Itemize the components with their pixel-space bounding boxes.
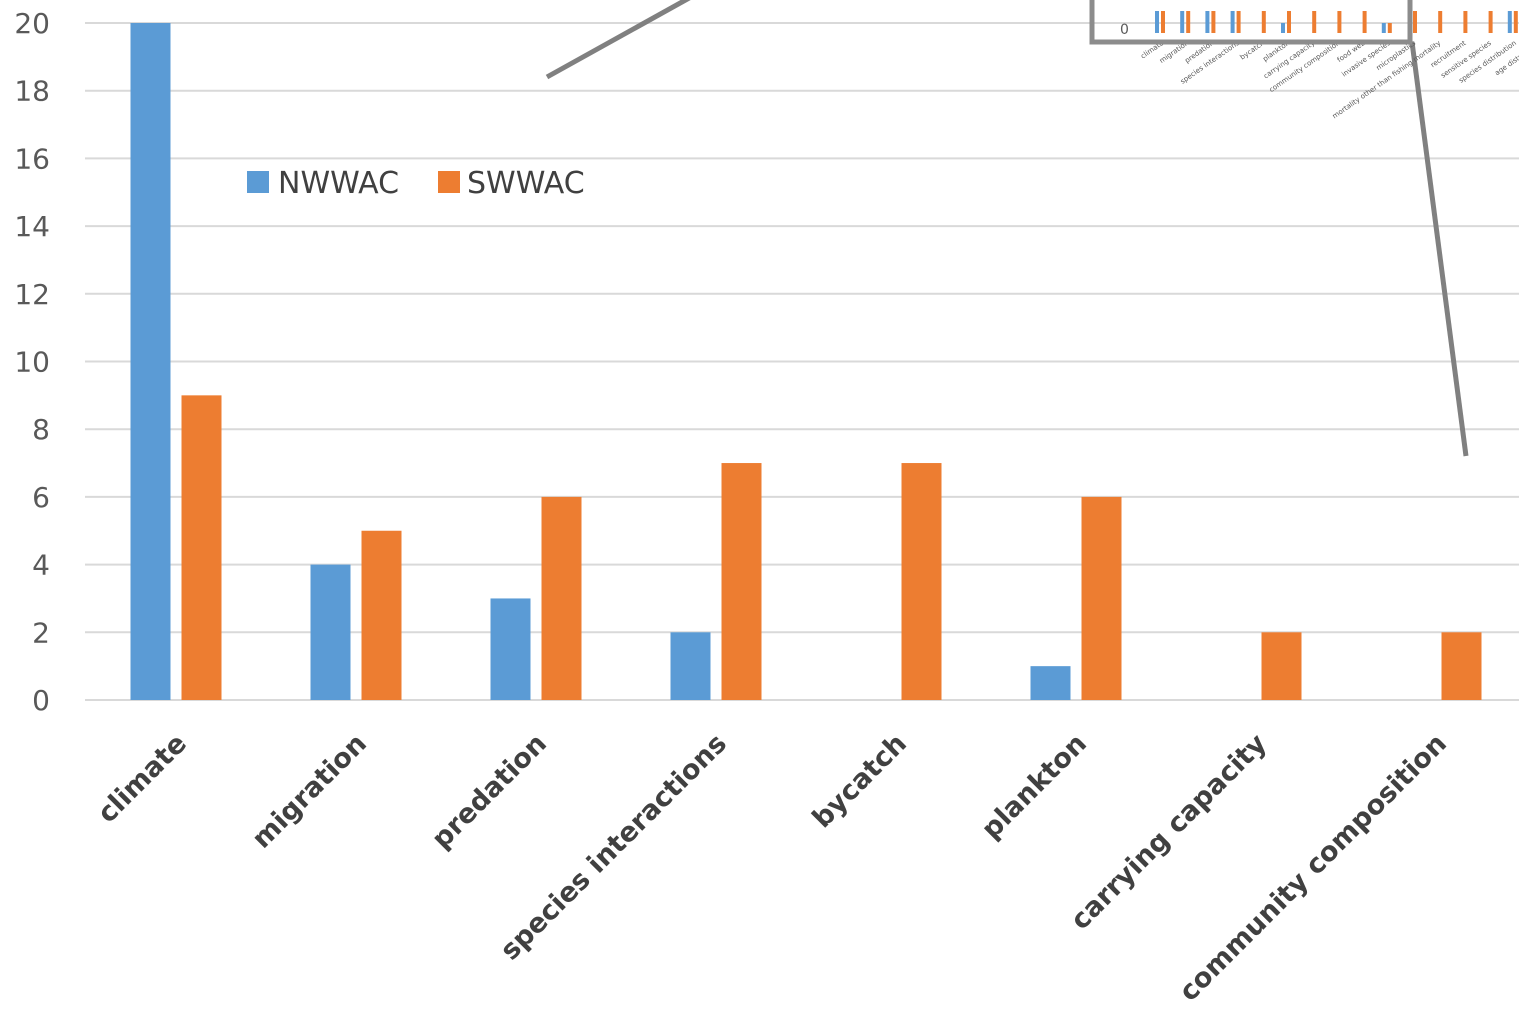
legend-label-swwac: SWWAC (467, 166, 585, 201)
inset-bar-nwwac (1180, 11, 1185, 33)
inset-bar-nwwac (1155, 11, 1159, 33)
x-tick-label-carrying-capacity: carrying capacity (1065, 728, 1273, 936)
y-tick-label-16: 16 (14, 142, 50, 175)
inset-highlight-frame (1089, 0, 1413, 45)
connector-line-right (1409, 41, 1469, 457)
y-axis-tick-labels: 0 2 4 6 8 10 12 14 16 18 20 (14, 7, 50, 717)
bar-swwac-predation (541, 496, 582, 700)
bar-swwac-bycatch (901, 463, 942, 700)
inset-bar-swwac (1161, 11, 1165, 33)
x-tick-label-migration: migration (246, 728, 373, 855)
inset-bar-swwac (1261, 11, 1266, 33)
legend-label-nwwac: NWWAC (278, 166, 399, 201)
inset-bar-swwac (1287, 11, 1291, 33)
y-tick-label-10: 10 (14, 346, 50, 379)
inset-bar-swwac (1488, 11, 1493, 33)
bar-swwac-climate (181, 395, 222, 700)
bar-swwac-migration (361, 530, 402, 700)
bar-swwac-plankton (1081, 496, 1122, 700)
inset-zero-label: 0 (1120, 22, 1129, 38)
y-tick-label-20: 20 (14, 7, 50, 40)
bar-nwwac-species-interactions (670, 632, 711, 700)
inset-bar-swwac (1312, 11, 1317, 33)
bars (130, 23, 1482, 700)
y-tick-label-6: 6 (32, 481, 50, 514)
inset-bar-swwac (1463, 11, 1468, 33)
zoom-connector-lines (545, 0, 1469, 457)
inset-bar-swwac (1387, 23, 1392, 33)
inset-bar-swwac (1362, 11, 1367, 33)
bar-nwwac-migration (310, 564, 351, 700)
bar-swwac-community-composition (1441, 632, 1482, 700)
x-tick-label-predation: predation (426, 728, 553, 855)
legend: NWWAC SWWAC (247, 166, 585, 201)
y-tick-label-8: 8 (32, 413, 50, 446)
inset-bar-nwwac (1507, 11, 1512, 33)
connector-line-left (545, 0, 691, 80)
y-tick-label-12: 12 (14, 278, 50, 311)
inset-bars (1155, 11, 1518, 33)
inset-bar-swwac (1337, 11, 1342, 33)
y-tick-label-2: 2 (32, 616, 50, 649)
inset-bar-nwwac (1205, 11, 1210, 33)
inset-bar-swwac (1211, 11, 1216, 33)
inset-bar-nwwac (1281, 23, 1285, 33)
inset-bar-nwwac (1230, 11, 1235, 33)
inset-bar-swwac (1236, 11, 1241, 33)
gridlines (85, 22, 1519, 701)
bar-nwwac-plankton (1030, 666, 1071, 700)
x-tick-label-climate: climate (92, 728, 193, 829)
x-tick-label-plankton: plankton (976, 728, 1093, 845)
bar-swwac-species-interactions (721, 463, 762, 700)
y-tick-label-18: 18 (14, 75, 50, 108)
inset-bar-swwac (1438, 11, 1443, 33)
inset-bar-swwac (1186, 11, 1191, 33)
legend-swatch-nwwac (247, 171, 269, 193)
y-tick-label-4: 4 (32, 549, 50, 582)
inset-bar-swwac (1513, 11, 1518, 33)
y-tick-label-0: 0 (32, 684, 50, 717)
bar-swwac-carrying-capacity (1261, 632, 1302, 700)
bar-nwwac-climate (130, 23, 171, 700)
x-tick-label-bycatch: bycatch (807, 728, 913, 834)
inset-bar-swwac (1413, 11, 1417, 33)
legend-swatch-swwac (438, 171, 460, 193)
inset-bar-nwwac (1381, 23, 1386, 33)
bar-nwwac-predation (490, 598, 531, 700)
y-tick-label-14: 14 (14, 210, 50, 243)
